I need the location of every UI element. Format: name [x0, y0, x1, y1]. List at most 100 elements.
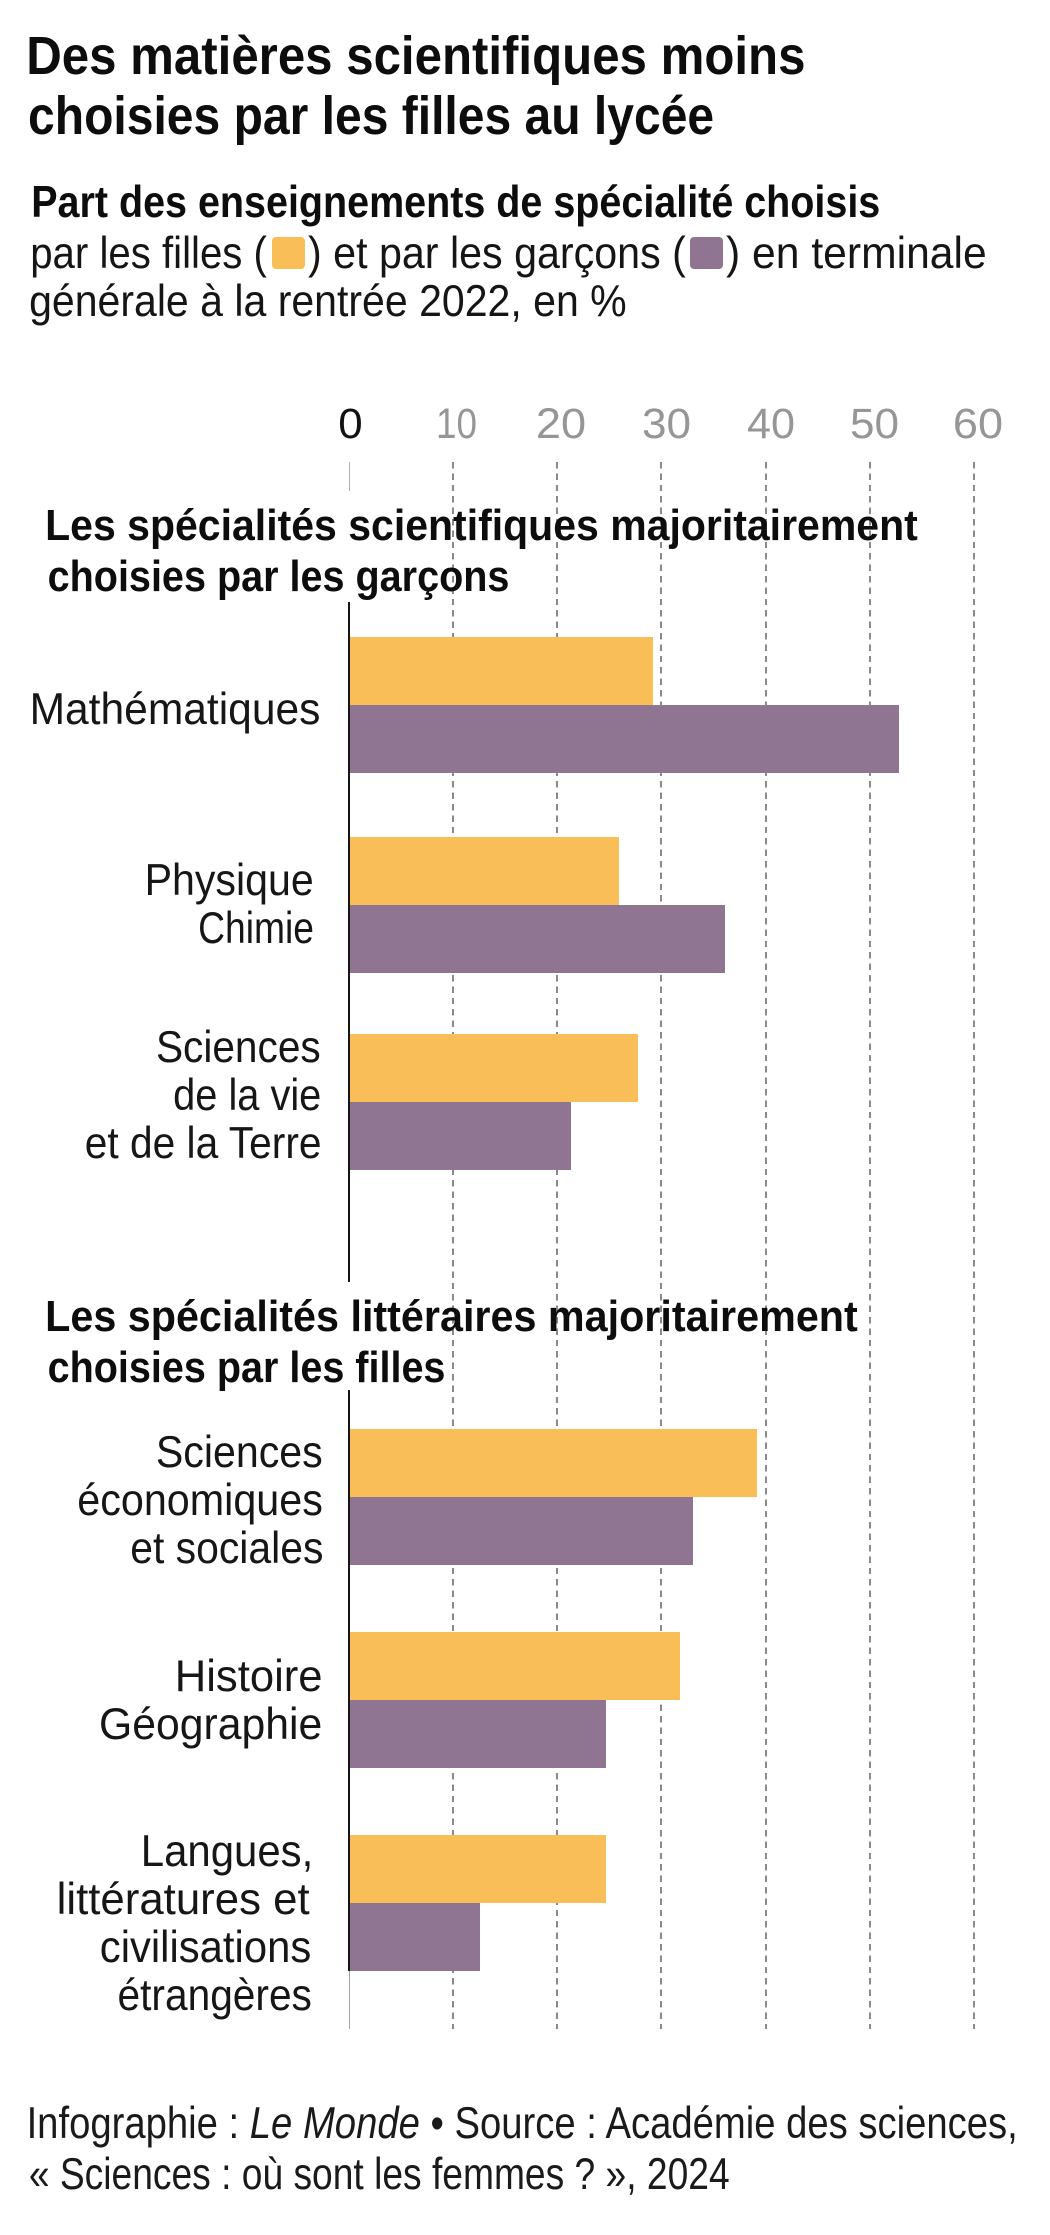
- bar-filles-langues-litt-ratures-et-civilisations-trang-res: [348, 1835, 607, 1903]
- row-label-line: Sciences: [156, 1427, 324, 1477]
- x-tick-label-text: 20: [536, 400, 587, 448]
- source-credit: • Source : Académie des sciences,: [419, 2098, 1018, 2148]
- x-tick-label-10: 10: [393, 400, 513, 448]
- source-note-line2: « Sciences : où sont les femmes ? », 202…: [28, 2149, 730, 2199]
- row-label-langues-litt-ratures-et-civilisations-trang-res: Langues, littératures et civilisations étra…: [53, 1826, 314, 2020]
- bar-garcons-histoire-g-ographie: [348, 1700, 607, 1768]
- x-tick-label-30: 30: [601, 400, 721, 448]
- x-tick-label-text: 60: [953, 400, 1004, 448]
- y-axis-bottom-extension: [349, 1970, 350, 2029]
- section-header-line: Les spécialités littéraires majoritairem…: [45, 1291, 858, 1341]
- row-label-row: et sociales: [57, 1523, 324, 1573]
- row-label-sciences-de-la-vie-et-de-la-terre: Sciences de la vie et de la Terre: [61, 1023, 322, 1169]
- row-label-row: Histoire: [88, 1651, 323, 1701]
- section-header-row: Les spécialités littéraires majoritairem…: [45, 1291, 913, 1342]
- bar-garcons-sciences-conomiques-et-sociales: [348, 1497, 693, 1565]
- bar-filles-math-matiques: [348, 637, 653, 705]
- chart-title-line2-row: choisies par les filles au lycée: [27, 85, 884, 146]
- row-label-line: économiques: [77, 1475, 324, 1525]
- row-label-line: de la vie: [172, 1071, 322, 1121]
- row-label-row: Chimie: [129, 903, 314, 953]
- row-label-math-matiques: Mathématiques: [15, 684, 321, 734]
- gridline-50: [868, 462, 871, 2029]
- row-label-line: Langues,: [140, 1826, 314, 1876]
- bar-garcons-langues-litt-ratures-et-civilisations-trang-res: [348, 1903, 480, 1971]
- chart-subtitle-line2-part3: ) en terminale: [726, 228, 987, 278]
- row-label-row: de la vie: [61, 1071, 322, 1121]
- chart-subtitle-line1: Part des enseignements de spécialité cho…: [31, 178, 881, 228]
- x-tick-label-text: 30: [641, 400, 691, 448]
- section-header-2: Les spécialités littéraires majoritairem…: [45, 1291, 913, 1393]
- row-label-physique-chimie: Physique Chimie: [129, 855, 314, 953]
- row-label-sciences-conomiques-et-sociales: Sciences économiques et sociales: [57, 1427, 324, 1573]
- section-header-row: choisies par les filles: [47, 1342, 913, 1393]
- row-label-row: Sciences: [57, 1427, 324, 1477]
- source-note: Infographie : Le Monde • Source : Académ…: [27, 2098, 1050, 2201]
- bar-filles-histoire-g-ographie: [348, 1632, 681, 1700]
- chart-title-line2: choisies par les filles au lycée: [27, 85, 714, 146]
- chart-subtitle-line3: générale à la rentrée 2022, en %: [28, 277, 627, 327]
- x-tick-label-text: 0: [338, 400, 363, 448]
- row-label-line: littératures et: [56, 1874, 310, 1924]
- bar-garcons-sciences-de-la-vie-et-de-la-terre: [348, 1102, 571, 1170]
- x-tick-label-text: 40: [746, 400, 795, 448]
- chart-subtitle-line2-part1: par les filles (: [30, 228, 267, 278]
- y-axis-section-2: [348, 1389, 351, 1971]
- bar-garcons-math-matiques: [348, 705, 899, 773]
- chart-title-line1: Des matières scientifiques moins: [26, 25, 806, 86]
- row-label-row: civilisations: [53, 1922, 312, 1972]
- gridline-30: [660, 462, 663, 2029]
- axis-tick-0: [349, 462, 350, 491]
- section-header-line: Les spécialités scientifiques majoritair…: [45, 501, 918, 551]
- x-tick-label-20: 20: [497, 400, 617, 448]
- x-tick-label-text: 50: [849, 400, 900, 448]
- row-label-row: Physique: [129, 855, 314, 905]
- row-label-line: Géographie: [99, 1699, 323, 1749]
- gridline-60: [972, 462, 975, 2029]
- x-tick-label-40: 40: [706, 400, 826, 448]
- section-header-row: Les spécialités scientifiques majoritair…: [45, 500, 984, 551]
- row-label-line: étrangères: [117, 1970, 312, 2020]
- row-label-line: et de la Terre: [84, 1119, 322, 1169]
- row-label-line: Histoire: [174, 1651, 323, 1701]
- brand-name: Le Monde: [249, 2098, 420, 2148]
- chart-subtitle-line2-part2: ) et par les garçons (: [308, 228, 686, 278]
- row-label-line: et sociales: [129, 1523, 324, 1573]
- row-label-row: étrangères: [53, 1970, 312, 2020]
- gridline-20: [556, 462, 559, 2029]
- bar-filles-sciences-de-la-vie-et-de-la-terre: [348, 1034, 639, 1102]
- section-header-1: Les spécialités scientifiques majoritair…: [45, 500, 984, 602]
- bar-filles-physique-chimie: [348, 836, 619, 905]
- row-label-row: et de la Terre: [61, 1119, 322, 1169]
- chart-title-line1-row: Des matières scientifiques moins: [26, 25, 884, 86]
- row-label-row: Mathématiques: [15, 684, 321, 734]
- x-tick-label-0: 0: [289, 400, 409, 448]
- row-label-line: Mathématiques: [30, 684, 321, 734]
- row-label-histoire-g-ographie: Histoire Géographie: [88, 1651, 323, 1749]
- gridline-10: [451, 462, 454, 2029]
- y-axis-section-1: [348, 602, 351, 1282]
- legend-swatch-garcons: [690, 237, 723, 269]
- row-label-line: Chimie: [197, 903, 314, 953]
- chart-title: Des matières scientifiques moins choisie…: [26, 25, 884, 146]
- row-label-row: Sciences: [61, 1023, 321, 1073]
- row-label-line: Sciences: [155, 1023, 321, 1073]
- bar-garcons-physique-chimie: [348, 904, 725, 973]
- source-note-line1: Infographie : Le Monde • Source : Académ…: [27, 2098, 1050, 2149]
- x-tick-label-50: 50: [810, 400, 930, 448]
- row-label-row: économiques: [57, 1475, 324, 1525]
- section-header-line: choisies par les filles: [47, 1342, 446, 1392]
- row-label-row: littératures et: [53, 1874, 310, 1924]
- legend-swatch-filles: [272, 237, 305, 269]
- section-header-line: choisies par les garçons: [47, 552, 510, 602]
- section-header-row: choisies par les garçons: [47, 551, 984, 602]
- row-label-line: civilisations: [100, 1922, 312, 1972]
- row-label-row: Géographie: [88, 1699, 323, 1749]
- x-tick-label-60: 60: [914, 400, 1034, 448]
- gridline-40: [764, 462, 767, 2029]
- row-label-row: Langues,: [53, 1826, 314, 1876]
- row-label-line: Physique: [144, 855, 314, 905]
- x-tick-label-text: 10: [436, 400, 478, 448]
- bar-filles-sciences-conomiques-et-sociales: [348, 1429, 758, 1497]
